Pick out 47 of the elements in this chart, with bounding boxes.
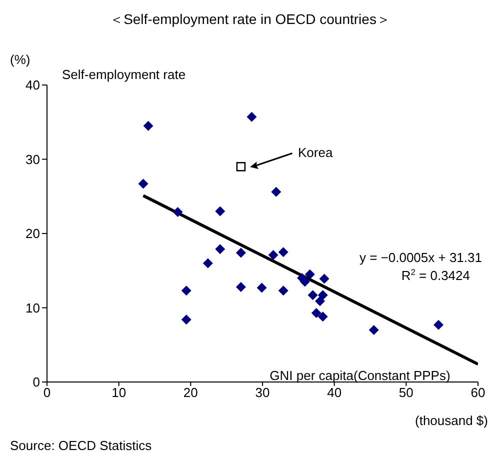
point bbox=[278, 286, 288, 296]
point bbox=[181, 286, 192, 296]
point bbox=[433, 320, 444, 330]
point bbox=[311, 308, 322, 318]
point bbox=[308, 290, 318, 300]
point bbox=[256, 282, 267, 293]
x-tick-label: 0 bbox=[43, 385, 51, 400]
y-axis-title: Self-employment rate bbox=[62, 67, 186, 82]
point bbox=[314, 296, 325, 306]
y-tick-label: 10 bbox=[26, 300, 40, 316]
chart-title: ＜Self-employment rate in OECD countries＞ bbox=[110, 11, 390, 27]
point bbox=[215, 206, 226, 216]
point bbox=[318, 290, 328, 300]
point bbox=[138, 178, 148, 189]
y-tick-label: 20 bbox=[26, 226, 40, 242]
point bbox=[304, 269, 315, 280]
y-tick-label: 40 bbox=[26, 78, 40, 93]
annotation: y = −0.0005x + 31.31 bbox=[359, 250, 482, 265]
y-tick-label: 30 bbox=[26, 152, 40, 167]
point bbox=[181, 314, 192, 325]
point bbox=[172, 206, 183, 217]
point bbox=[318, 312, 328, 322]
point bbox=[246, 112, 257, 122]
annotation: R$^{2}$ = 0.3424 bbox=[401, 267, 470, 283]
point bbox=[368, 325, 379, 336]
x-tick-label: 10 bbox=[112, 385, 126, 400]
point bbox=[215, 244, 226, 254]
point bbox=[143, 120, 154, 131]
text: (thousand $) bbox=[415, 413, 488, 428]
point bbox=[236, 162, 246, 172]
x-tick-label: 30 bbox=[255, 385, 270, 400]
x-tick-label: 40 bbox=[327, 385, 342, 400]
point bbox=[236, 282, 246, 292]
y-tick-label: 0 bbox=[32, 374, 40, 390]
point bbox=[236, 248, 246, 258]
text: (%) bbox=[10, 52, 30, 67]
x-tick-label: 60 bbox=[470, 385, 486, 400]
source-note: Source: OECD Statistics bbox=[10, 438, 152, 453]
annotation: Korea bbox=[298, 145, 334, 160]
point bbox=[268, 250, 278, 260]
point bbox=[319, 274, 330, 284]
x-tick-label: 50 bbox=[398, 385, 414, 400]
x-tick-label: 20 bbox=[183, 385, 198, 400]
point bbox=[202, 258, 213, 268]
x-axis-title: GNI per capita(Constant PPPs) bbox=[270, 368, 450, 383]
point bbox=[278, 247, 288, 258]
point bbox=[271, 186, 282, 197]
